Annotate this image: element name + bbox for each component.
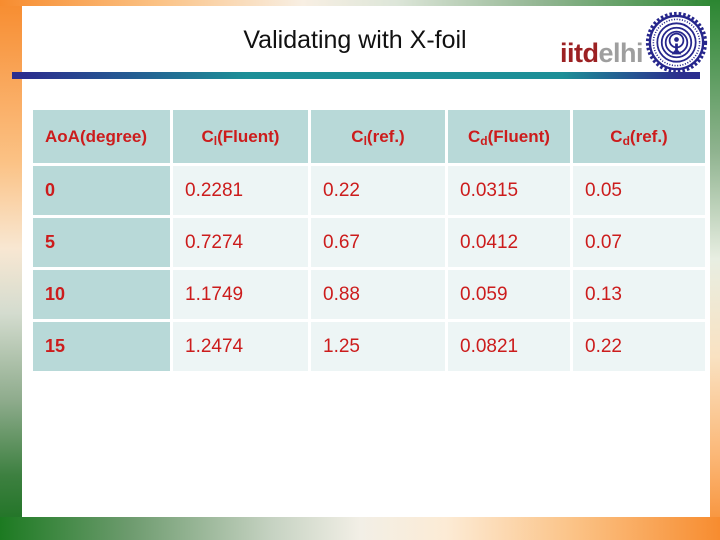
- column-header-label: C: [610, 126, 623, 146]
- table-cell: 0.0315: [448, 166, 570, 215]
- frame-border-right: [710, 0, 720, 540]
- table-cell: 0.059: [448, 270, 570, 319]
- table-cell: 0.13: [573, 270, 705, 319]
- table-cell: 1.1749: [173, 270, 308, 319]
- title-divider-bar: [12, 72, 700, 79]
- table-cell: 0.07: [573, 218, 705, 267]
- frame-border-bottom: [0, 517, 720, 540]
- column-header-label: AoA(degree): [45, 126, 148, 146]
- table-cell: 0.67: [311, 218, 445, 267]
- page-title: Validating with X-foil: [243, 26, 467, 54]
- table-cell: 0.05: [573, 166, 705, 215]
- table-cell: 0.2281: [173, 166, 308, 215]
- row-header-cell: 5: [33, 218, 170, 267]
- iitd-wordmark-secondary: elhi: [598, 38, 643, 68]
- column-header-label: C: [201, 126, 214, 146]
- column-header-aoa: AoA(degree): [33, 110, 170, 163]
- table-cell: 0.22: [311, 166, 445, 215]
- frame-border-top: [0, 0, 720, 6]
- table-cell: 0.7274: [173, 218, 308, 267]
- iitd-wordmark: iitdelhi: [540, 38, 644, 68]
- row-header-cell: 10: [33, 270, 170, 319]
- column-header-label: C: [468, 126, 481, 146]
- column-header-label: C: [351, 126, 364, 146]
- iitd-wordmark-primary: iitd: [559, 38, 599, 68]
- table-cell: 1.25: [311, 322, 445, 371]
- frame-border-left: [0, 0, 22, 540]
- table-cell: 0.22: [573, 322, 705, 371]
- table-cell: 0.88: [311, 270, 445, 319]
- table-cell: 0.0412: [448, 218, 570, 267]
- row-header-cell: 15: [33, 322, 170, 371]
- table-cell: 1.2474: [173, 322, 308, 371]
- iit-delhi-seal-icon: [645, 11, 708, 74]
- table-cell: 0.0821: [448, 322, 570, 371]
- row-header-cell: 0: [33, 166, 170, 215]
